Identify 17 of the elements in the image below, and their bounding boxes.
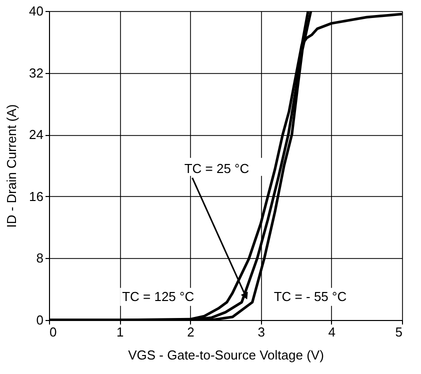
y-tick-label: 32 xyxy=(29,65,44,80)
x-tick-label: 2 xyxy=(187,324,194,340)
x-tick-label: 1 xyxy=(116,324,124,340)
annotation: TC = - 55 °C xyxy=(274,288,347,304)
y-tick-label: 0 xyxy=(36,312,44,328)
x-tick-label: 4 xyxy=(328,324,336,340)
annotation: TC = 125 °C xyxy=(122,288,194,304)
x-tick-label: 5 xyxy=(395,324,402,340)
y-tick-label: 16 xyxy=(29,188,44,204)
annotation: TC = 25 °C xyxy=(184,160,250,176)
x-axis-title: VGS - Gate-to-Source Voltage (V) xyxy=(128,348,324,362)
x-tick-label: 0 xyxy=(50,324,57,340)
y-tick-label: 40 xyxy=(29,4,44,18)
x-tick-label: 3 xyxy=(258,324,265,340)
y-axis-title: ID - Drain Current (A) xyxy=(4,104,20,228)
y-tick-label: 8 xyxy=(36,250,44,266)
y-tick-label: 24 xyxy=(29,127,44,142)
